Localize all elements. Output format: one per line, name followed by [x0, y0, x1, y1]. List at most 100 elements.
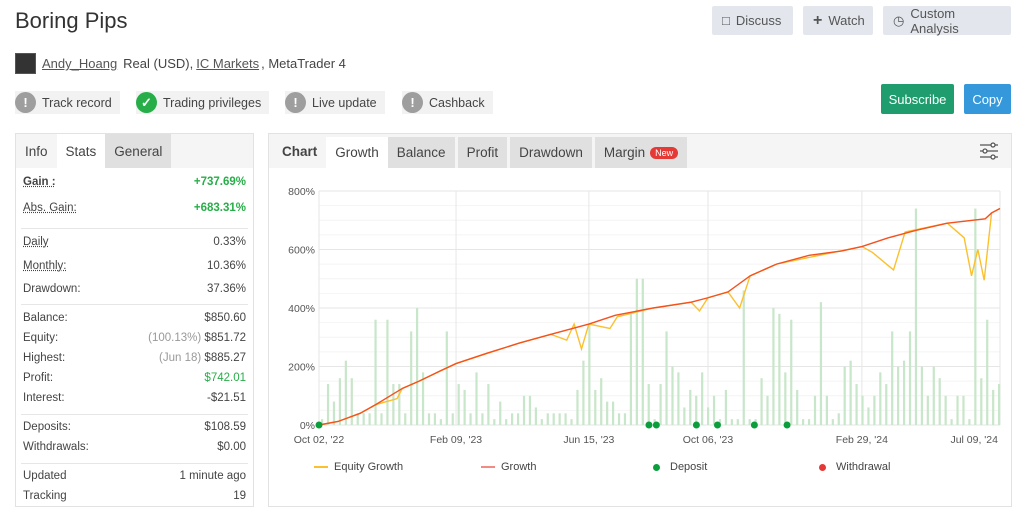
daily-bar	[582, 360, 585, 425]
x-tick-label: Jun 15, '23	[563, 434, 614, 446]
daily-bar	[611, 401, 615, 425]
badge-live-update[interactable]: ! Live update	[285, 91, 385, 114]
stat-row: Updated 1 minute ago	[23, 470, 246, 482]
daily-bar	[564, 413, 567, 425]
stat-label[interactable]: Gain :	[23, 176, 56, 188]
daily-bar	[873, 395, 876, 425]
stat-row: Abs. Gain: +683.31%	[23, 202, 246, 214]
legend-label: Withdrawal	[836, 461, 891, 473]
daily-bar	[701, 372, 704, 425]
daily-bar	[522, 395, 526, 425]
stat-value: $0.00	[217, 441, 246, 453]
legend-deposit[interactable]: Deposit	[653, 461, 707, 473]
deposit-marker	[713, 421, 721, 429]
stat-label[interactable]: Monthly:	[23, 260, 67, 272]
badge-trading-privileges[interactable]: ✓ Trading privileges	[136, 91, 270, 114]
daily-bar	[416, 308, 419, 425]
daily-bar	[766, 395, 769, 425]
deposit-marker	[692, 421, 700, 429]
stat-row: Highest: (Jun 18) $885.27	[23, 352, 246, 364]
discuss-button[interactable]: □ Discuss	[712, 6, 793, 35]
copy-button[interactable]: Copy	[964, 84, 1011, 114]
discuss-label: Discuss	[735, 13, 782, 28]
stat-value-text: +683.31%	[193, 202, 246, 214]
daily-bar	[671, 366, 674, 425]
legend-growth[interactable]: Growth	[481, 461, 536, 473]
daily-bar	[813, 395, 817, 425]
daily-bar	[724, 389, 728, 425]
daily-bar	[635, 278, 638, 425]
avatar[interactable]	[15, 53, 36, 74]
x-tick-label: Feb 29, '24	[836, 434, 888, 446]
y-tick-label: 800%	[288, 186, 315, 198]
daily-bar	[344, 360, 347, 425]
stat-value-text: +737.69%	[193, 176, 246, 188]
custom-analysis-label: Custom Analysis	[910, 5, 959, 36]
daily-bar	[891, 331, 894, 425]
subscribe-button[interactable]: Subscribe	[881, 84, 954, 114]
daily-bar	[332, 401, 336, 425]
chart-settings-icon[interactable]	[979, 142, 999, 160]
daily-bar	[748, 419, 751, 425]
daily-bar	[867, 407, 870, 425]
stat-value: 37.36%	[207, 283, 246, 295]
stat-value: (100.13%) $851.72	[148, 332, 246, 344]
legend-line-icon	[481, 466, 495, 468]
daily-bar	[469, 413, 472, 425]
daily-bar	[908, 331, 912, 425]
tab-growth[interactable]: Growth	[326, 137, 388, 168]
daily-bar	[499, 401, 502, 425]
deposit-marker	[315, 421, 323, 429]
daily-bar	[487, 384, 490, 425]
legend-line-icon	[314, 466, 328, 468]
daily-bar	[410, 331, 413, 425]
stat-label: Highest:	[23, 352, 66, 364]
daily-bar	[944, 395, 947, 425]
stat-label: Tracking	[23, 490, 67, 502]
daily-bar	[356, 413, 359, 425]
daily-bar	[475, 372, 478, 425]
tab-profit[interactable]: Profit	[457, 137, 508, 168]
tab-general[interactable]: General	[105, 134, 172, 168]
stat-value-text: 19	[233, 490, 246, 502]
stat-label: Updated	[23, 470, 67, 482]
stat-label[interactable]: Daily	[23, 236, 49, 248]
daily-bar	[606, 401, 609, 425]
stats-panel: Info Stats General Gain : +737.69% Abs. Ga…	[15, 133, 254, 507]
daily-bar	[855, 384, 858, 425]
daily-bar	[819, 302, 823, 425]
broker-link[interactable]: IC Markets	[196, 56, 260, 71]
stat-value: +737.69%	[194, 176, 246, 188]
stat-value-text: 10.36%	[206, 260, 246, 272]
tab-drawdown[interactable]: Drawdown	[510, 137, 592, 168]
stat-label[interactable]: Abs. Gain:	[23, 202, 77, 214]
warning-icon: !	[402, 92, 423, 113]
stat-value: 19	[233, 490, 246, 502]
user-link[interactable]: Andy_Hoang	[42, 56, 118, 71]
badge-label: Trading privileges	[163, 95, 262, 110]
tab-info[interactable]: Info	[25, 143, 48, 159]
legend-equity-growth[interactable]: Equity Growth	[314, 461, 403, 473]
deposit-marker	[645, 421, 653, 429]
tab-chart[interactable]: Chart	[282, 143, 318, 159]
daily-bar	[659, 384, 662, 425]
daily-bar	[778, 313, 781, 425]
daily-bar	[546, 413, 549, 425]
daily-bar	[938, 378, 941, 425]
custom-analysis-button[interactable]: ◷ Custom Analysis	[883, 5, 1011, 36]
tab-stats[interactable]: Stats	[56, 134, 106, 168]
daily-bar	[784, 372, 787, 425]
watch-button[interactable]: + Watch	[803, 6, 873, 35]
daily-bar	[528, 395, 532, 425]
daily-bar	[570, 419, 573, 425]
tab-balance[interactable]: Balance	[387, 137, 455, 168]
stat-value-text: $742.01	[204, 372, 246, 384]
growth-chart: Oct 02, '22 Feb 09, '23 Jun 15, '23 Oct 06,…	[288, 186, 1001, 446]
badge-track-record[interactable]: ! Track record	[15, 91, 120, 114]
badge-cashback[interactable]: ! Cashback	[402, 91, 493, 114]
tab-margin[interactable]: Margin New	[594, 137, 688, 168]
daily-bar	[926, 395, 929, 425]
stat-label: Interest:	[23, 392, 65, 404]
x-tick-label: Jul 09, '24	[950, 434, 998, 446]
legend-withdrawal[interactable]: Withdrawal	[819, 461, 890, 473]
